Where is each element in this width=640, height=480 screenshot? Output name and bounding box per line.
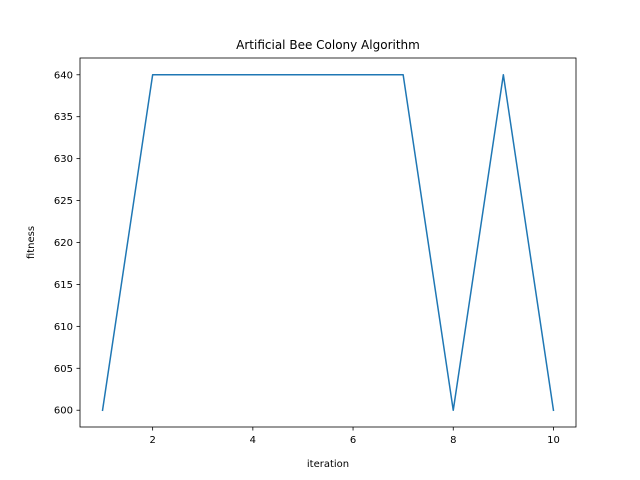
chart-title: Artificial Bee Colony Algorithm: [236, 38, 420, 52]
x-tick-label: 4: [250, 435, 256, 446]
x-tick-label: 2: [149, 435, 155, 446]
y-tick-label: 635: [54, 112, 73, 123]
y-tick-label: 615: [54, 280, 73, 291]
y-tick-label: 640: [54, 70, 73, 81]
plot-frame: [79, 57, 577, 428]
plot-area: 2 4 6 8 10 600 605 610 615 620 625 630 635 640: [54, 70, 560, 446]
y-tick-label: 625: [54, 196, 73, 207]
x-tick-label: 10: [547, 435, 560, 446]
x-axis-label: iteration: [307, 459, 349, 470]
x-tick-label: 8: [450, 435, 456, 446]
y-tick-label: 630: [54, 154, 73, 165]
y-tick-label: 610: [54, 322, 73, 333]
y-tick-label: 600: [54, 406, 73, 417]
y-tick-label: 620: [54, 238, 73, 249]
x-tick-label: 6: [350, 435, 356, 446]
y-tick-label: 605: [54, 364, 73, 375]
series-line-0: [101, 74, 555, 412]
y-axis-label: fitness: [26, 226, 37, 259]
